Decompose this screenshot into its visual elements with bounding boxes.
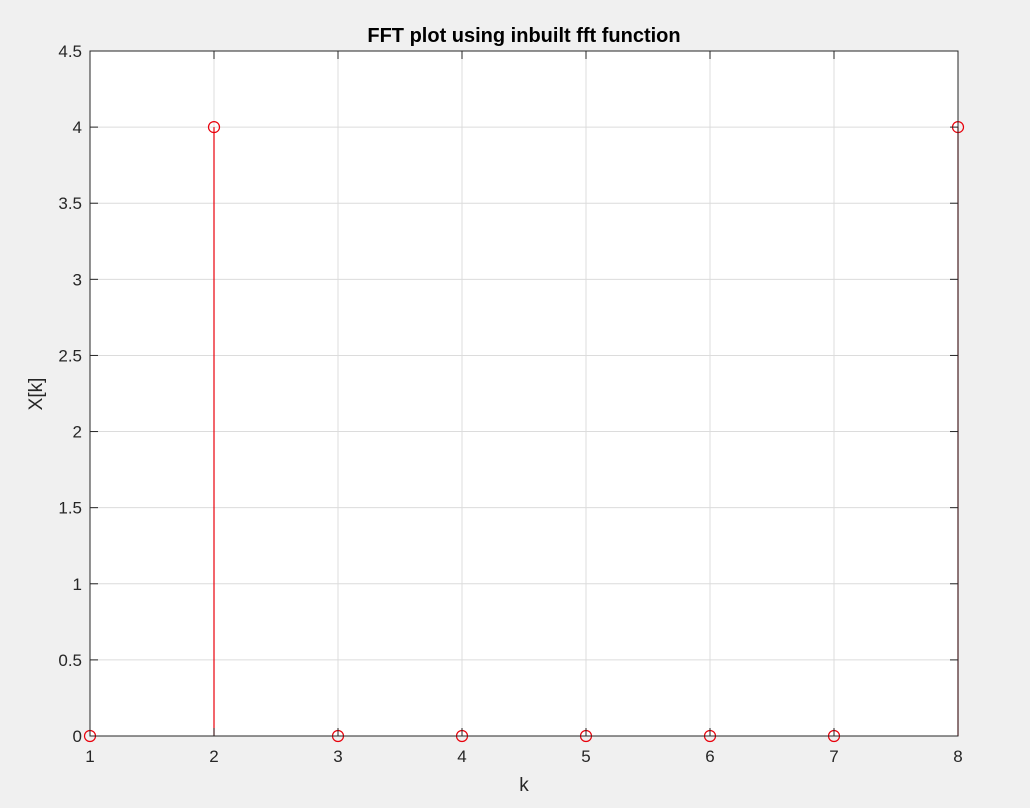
x-tick-label: 5 (581, 747, 590, 766)
axes-box (89, 50, 959, 737)
x-tick-label: 3 (333, 747, 342, 766)
x-tick-label: 7 (829, 747, 838, 766)
x-tick-label: 2 (209, 747, 218, 766)
stem-marker (207, 121, 221, 134)
y-tick-label: 4 (73, 118, 82, 137)
y-axis-title: X[k] (26, 378, 47, 411)
chart-title: FFT plot using inbuilt fft function (367, 25, 680, 47)
axis-ticks: 1 2 3 4 5 6 7 8 0 0.5 1 1.5 2 2.5 3 3.5 4 4.5 (58, 42, 962, 766)
y-tick-label: 2.5 (58, 346, 82, 365)
y-tick-label: 0 (73, 727, 82, 746)
y-tick-label: 0.5 (58, 651, 82, 670)
y-tick-label: 4.5 (58, 42, 82, 61)
x-tick-label: 1 (85, 747, 94, 766)
x-axis-title: k (519, 775, 529, 796)
x-tick-label: 6 (705, 747, 714, 766)
y-tick-label: 3 (73, 270, 82, 289)
x-tick-label: 8 (953, 747, 962, 766)
y-tick-label: 3.5 (58, 194, 82, 213)
y-tick-label: 1.5 (58, 499, 82, 518)
plot-area (90, 51, 958, 736)
y-tick-label: 1 (73, 575, 82, 594)
x-tick-label: 4 (457, 747, 466, 766)
y-tick-label: 2 (73, 423, 82, 442)
